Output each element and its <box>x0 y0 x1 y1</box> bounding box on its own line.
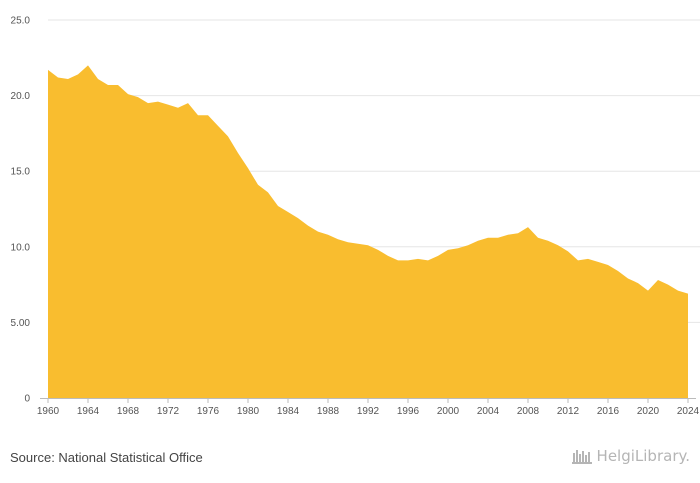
x-tick-label: 1988 <box>317 406 340 417</box>
x-tick-label: 1976 <box>197 406 220 417</box>
y-tick-label: 15.0 <box>11 167 31 178</box>
area-chart: 0 5.00 10.0 15.0 20.0 25.0 1960 1964 1968 1972 197… <box>11 16 700 418</box>
x-tick-label: 2024 <box>677 406 700 417</box>
series-area <box>48 65 688 399</box>
x-tick-label: 1992 <box>357 406 380 417</box>
x-tick-label: 2000 <box>437 406 460 417</box>
x-tick-label: 1960 <box>37 406 60 417</box>
x-tick-label: 2008 <box>517 406 540 417</box>
x-tick-label: 1980 <box>237 406 260 417</box>
x-tick-label: 2012 <box>557 406 580 417</box>
library-icon <box>571 450 592 464</box>
x-tick-label: 1972 <box>157 406 180 417</box>
x-tick-label: 2016 <box>597 406 620 417</box>
x-tick-label: 1984 <box>277 406 300 417</box>
y-tick-label: 0 <box>24 394 30 405</box>
x-tick-label: 2020 <box>637 406 660 417</box>
y-tick-label: 5.00 <box>11 318 31 329</box>
series-area-group <box>48 65 688 399</box>
y-tick-label: 25.0 <box>11 16 31 27</box>
x-tick-label: 1996 <box>397 406 420 417</box>
brand-logo[interactable]: HelgiLibrary. <box>571 447 690 465</box>
x-tick-label: 1964 <box>77 406 100 417</box>
axes: 0 5.00 10.0 15.0 20.0 25.0 1960 1964 1968 1972 197… <box>11 16 700 418</box>
x-tick-label: 2004 <box>477 406 500 417</box>
y-tick-label: 10.0 <box>11 242 31 253</box>
source-note: Source: National Statistical Office <box>10 450 203 465</box>
y-tick-label: 20.0 <box>11 91 31 102</box>
brand-name: HelgiLibrary. <box>596 447 690 465</box>
x-tick-label: 1968 <box>117 406 140 417</box>
